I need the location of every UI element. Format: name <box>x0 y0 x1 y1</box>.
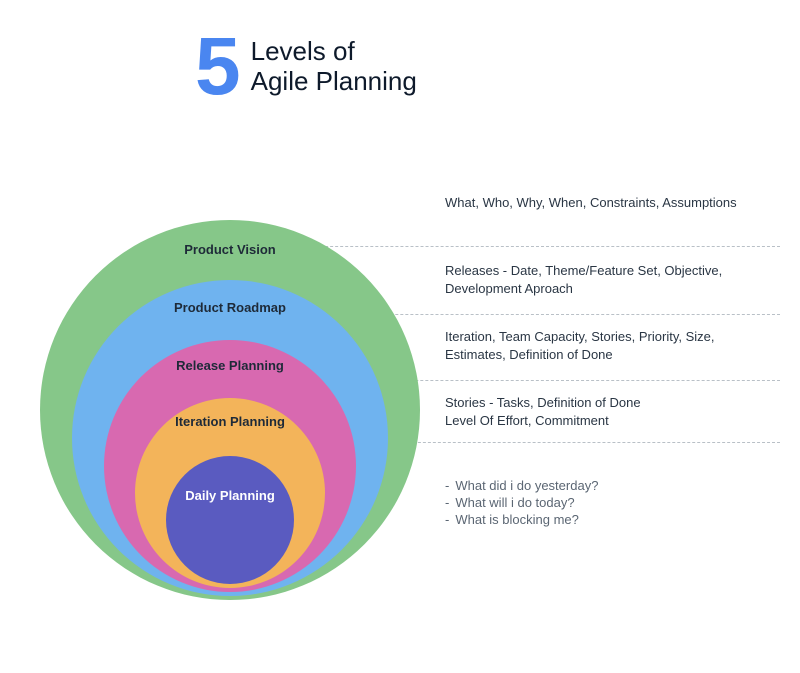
description-text-roadmap: Releases - Date, Theme/Feature Set, Obje… <box>445 262 775 297</box>
bullet-dash-icon: - <box>445 495 449 510</box>
description-text-release: Iteration, Team Capacity, Stories, Prior… <box>445 328 775 363</box>
circle-label-vision: Product Vision <box>184 242 276 257</box>
daily-bullet-0: -What did i do yesterday? <box>445 478 598 493</box>
daily-bullet-text-1: What will i do today? <box>455 495 574 510</box>
circle-label-release: Release Planning <box>176 358 284 373</box>
description-text-iteration: Stories - Tasks, Definition of Done Leve… <box>445 394 641 429</box>
description-release: Iteration, Team Capacity, Stories, Prior… <box>445 328 775 363</box>
description-text-vision: What, Who, Why, When, Constraints, Assum… <box>445 194 737 212</box>
daily-bullet-text-2: What is blocking me? <box>455 512 579 527</box>
circle-label-roadmap: Product Roadmap <box>174 300 286 315</box>
connector-line-3 <box>378 442 780 443</box>
title-line-2: Agile Planning <box>251 67 417 97</box>
description-roadmap: Releases - Date, Theme/Feature Set, Obje… <box>445 262 775 297</box>
daily-bullet-1: -What will i do today? <box>445 495 598 510</box>
bullet-dash-icon: - <box>445 478 449 493</box>
description-vision: What, Who, Why, When, Constraints, Assum… <box>445 194 737 212</box>
nested-circles-diagram: Product Vision Product Roadmap Release Pla… <box>40 180 420 600</box>
daily-bullets: -What did i do yesterday?-What will i do… <box>445 478 598 529</box>
header: 5 Levels of Agile Planning <box>195 32 417 102</box>
title-line-1: Levels of <box>251 37 417 67</box>
circle-label-iteration: Iteration Planning <box>175 414 285 429</box>
circle-label-daily: Daily Planning <box>185 488 275 503</box>
description-iteration: Stories - Tasks, Definition of Done Leve… <box>445 394 641 429</box>
daily-bullet-2: -What is blocking me? <box>445 512 598 527</box>
circle-daily: Daily Planning <box>166 456 294 584</box>
bullet-dash-icon: - <box>445 512 449 527</box>
header-number: 5 <box>195 32 237 102</box>
daily-bullet-text-0: What did i do yesterday? <box>455 478 598 493</box>
header-title: Levels of Agile Planning <box>251 37 417 97</box>
